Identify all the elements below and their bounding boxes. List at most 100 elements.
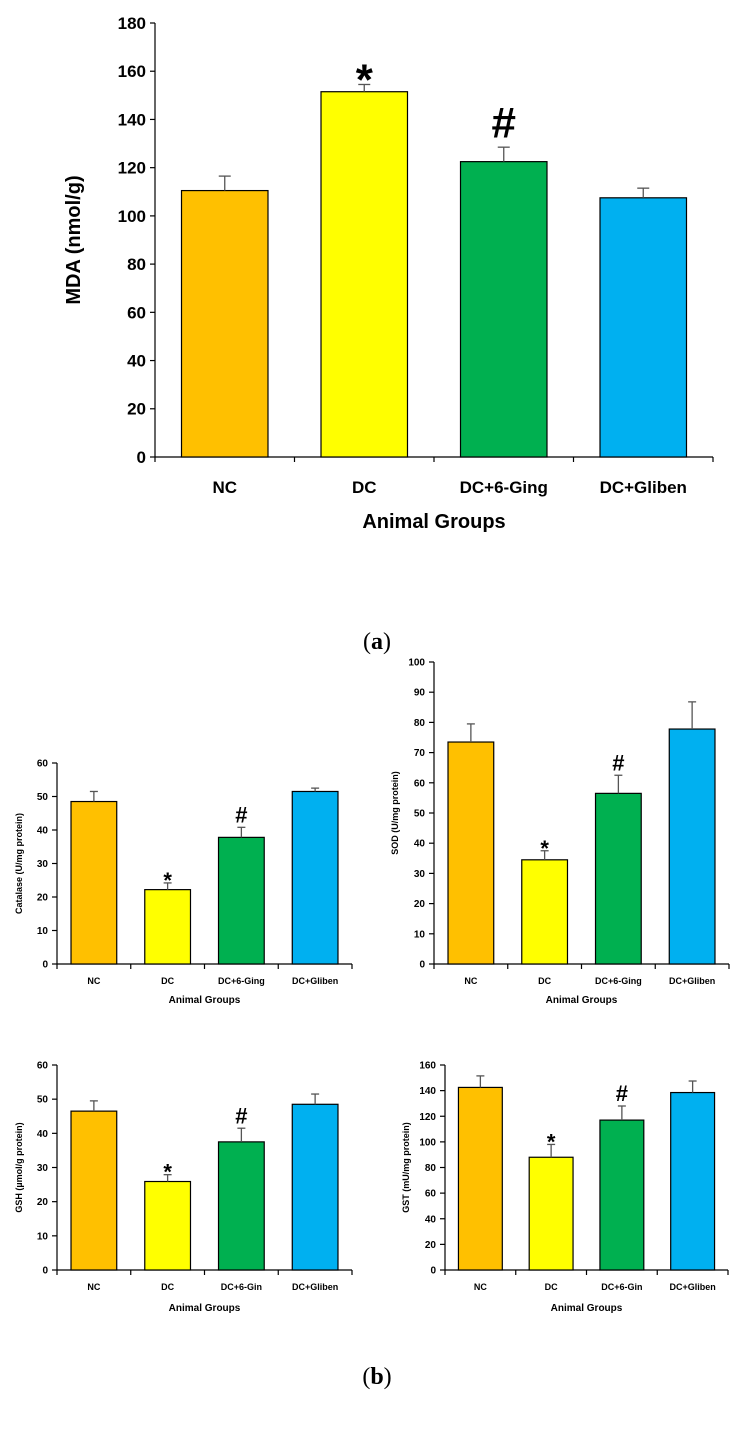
significance-asterisk: * (540, 836, 549, 861)
y-axis-title: SOD (U/mg protein) (390, 771, 400, 855)
y-tick-label: 20 (37, 1197, 49, 1208)
y-tick-label: 40 (37, 1129, 49, 1140)
bar-nc (70, 800, 118, 965)
y-tick-label: 0 (42, 1266, 48, 1277)
bar-dcg (291, 790, 339, 965)
bar-dc6 (594, 792, 642, 965)
y-tick-label: 40 (127, 352, 146, 371)
y-tick-label: 120 (118, 159, 146, 178)
bar-dc (144, 1180, 192, 1271)
bar-dcg (291, 1103, 339, 1271)
y-tick-label: 50 (37, 792, 49, 803)
y-tick-label: 80 (127, 255, 146, 274)
y-tick-label: 60 (425, 1189, 437, 1200)
y-tick-label: 60 (127, 303, 146, 322)
significance-asterisk: * (163, 868, 172, 893)
y-tick-label: 60 (37, 759, 49, 770)
x-category-label: DC (352, 478, 377, 497)
x-category-label: DC+6-Ging (595, 976, 642, 986)
y-axis-title: MDA (nmol/g) (63, 175, 85, 304)
y-tick-label: 20 (127, 400, 146, 419)
significance-asterisk: * (356, 56, 374, 105)
x-category-label: DC+6-Ging (460, 478, 548, 497)
y-tick-label: 120 (419, 1112, 436, 1123)
x-category-label: DC (545, 1282, 558, 1292)
y-tick-label: 60 (414, 778, 426, 789)
y-tick-label: 40 (414, 839, 426, 850)
y-axis-title: GSH (µmol/g protein) (14, 1122, 24, 1212)
significance-hash: # (235, 1103, 247, 1128)
x-axis-title: Animal Groups (169, 1303, 241, 1314)
bar-dc6 (217, 836, 265, 965)
y-tick-label: 180 (118, 14, 146, 33)
significance-hash: # (612, 750, 624, 775)
bar-nc (180, 189, 269, 458)
x-category-label: NC (87, 1282, 100, 1292)
x-category-label: DC+6-Ging (218, 976, 265, 986)
y-tick-label: 0 (137, 448, 146, 467)
y-tick-label: 100 (408, 658, 425, 669)
panel-a-label: (a) (363, 629, 391, 655)
y-tick-label: 60 (37, 1061, 49, 1072)
gsh-chart: 0 10 20 30 40 50 60 NC * DC # DC+6-Gin DC+Gliben Anim… (14, 1061, 353, 1314)
y-tick-label: 30 (37, 1163, 49, 1174)
y-axis-title: GST (mU/mg protein) (401, 1122, 411, 1213)
significance-asterisk: * (547, 1129, 556, 1154)
x-axis-title: Animal Groups (551, 1303, 623, 1314)
bar-dc6 (217, 1141, 265, 1271)
x-category-label: DC+6-Gin (601, 1282, 642, 1292)
x-category-label: DC (161, 1282, 174, 1292)
y-tick-label: 0 (419, 960, 425, 971)
bar-dcg (599, 197, 688, 458)
y-tick-label: 10 (414, 929, 426, 940)
x-category-label: DC+Gliben (669, 1282, 715, 1292)
y-tick-label: 50 (37, 1095, 49, 1106)
y-tick-label: 140 (118, 110, 146, 129)
y-tick-label: 20 (414, 899, 426, 910)
y-tick-label: 80 (425, 1163, 437, 1174)
significance-asterisk: * (163, 1160, 172, 1185)
panel-b-label: (b) (362, 1364, 391, 1390)
y-tick-label: 0 (430, 1266, 436, 1277)
y-tick-label: 80 (414, 718, 426, 729)
y-tick-label: 100 (419, 1137, 436, 1148)
bar-nc (70, 1110, 118, 1271)
x-axis-title: Animal Groups (169, 995, 241, 1006)
y-tick-label: 0 (42, 960, 48, 971)
x-category-label: DC+Gliben (669, 976, 715, 986)
x-category-label: NC (87, 976, 100, 986)
y-tick-label: 30 (414, 869, 426, 880)
x-category-label: DC+Gliben (292, 976, 338, 986)
significance-hash: # (616, 1081, 628, 1106)
y-tick-label: 70 (414, 748, 426, 759)
bar-nc (457, 1086, 503, 1271)
x-category-label: NC (474, 1282, 487, 1292)
x-category-label: DC (161, 976, 174, 986)
x-category-label: DC+Gliben (600, 478, 687, 497)
significance-hash: # (235, 802, 247, 827)
bar-dcg (668, 728, 716, 965)
bar-dc6 (599, 1119, 645, 1271)
y-tick-label: 20 (37, 893, 49, 904)
bar-dcg (670, 1091, 716, 1271)
y-tick-label: 90 (414, 688, 426, 699)
bar-dc (144, 889, 192, 965)
gst-chart: 0 20 40 60 80 100 120 140 160 NC * DC # DC+6-Gin DC+Gl… (401, 1061, 729, 1314)
catalase-chart: 0 10 20 30 40 50 60 NC * DC # DC+6-Ging DC+Gliben Ani… (14, 759, 353, 1006)
x-axis-title: Animal Groups (362, 511, 505, 533)
y-tick-label: 10 (37, 926, 49, 937)
y-tick-label: 20 (425, 1240, 437, 1251)
y-tick-label: 40 (425, 1214, 437, 1225)
y-tick-label: 10 (37, 1231, 49, 1242)
bar-dc (320, 91, 409, 458)
y-tick-label: 40 (37, 826, 49, 837)
bar-nc (447, 741, 495, 965)
x-category-label: NC (212, 478, 237, 497)
bar-dc (528, 1156, 574, 1271)
y-tick-label: 160 (419, 1061, 436, 1072)
sod-chart: 0 10 20 30 40 50 60 70 80 90 100 NC * DC # DC+6-Ging DC+… (390, 658, 730, 1006)
mda-chart: 0 20 40 60 80 100 120 140 160 180 NC * DC # DC+6-Ging D… (63, 14, 714, 533)
x-axis-title: Animal Groups (546, 995, 618, 1006)
y-tick-label: 30 (37, 859, 49, 870)
